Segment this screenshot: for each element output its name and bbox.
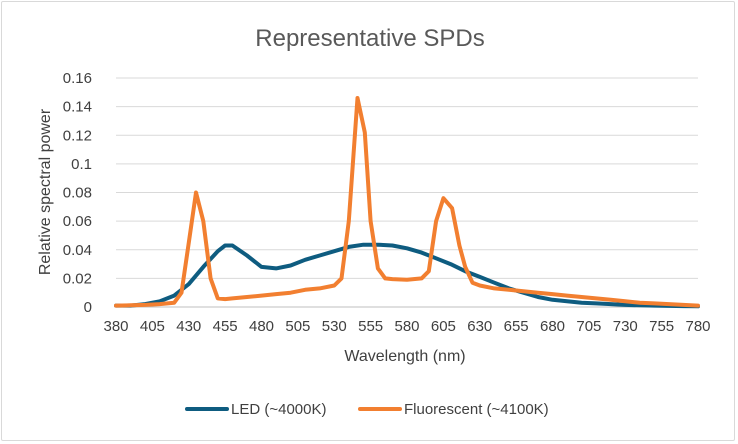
y-tick-label: 0	[84, 299, 92, 316]
x-tick-label: 580	[394, 318, 419, 335]
x-tick-label: 380	[103, 318, 128, 335]
x-tick-label: 630	[467, 318, 492, 335]
x-tick-label: 705	[576, 318, 601, 335]
gridlines	[116, 77, 698, 308]
x-tick-label: 505	[285, 318, 310, 335]
legend: LED (~4000K) Fluorescent (~4100K)	[185, 401, 549, 418]
chart-title: Representative SPDs	[255, 25, 484, 52]
x-tick-label: 655	[504, 318, 529, 335]
x-axis-tick-labels: 380 405 430 455 480 505 530 555 580 605 630 655 680 7…	[103, 318, 710, 335]
x-axis-title: Wavelength (nm)	[344, 348, 465, 365]
y-tick-label: 0.06	[63, 213, 92, 230]
x-tick-label: 480	[249, 318, 274, 335]
y-tick-label: 0.1	[71, 156, 92, 173]
y-tick-label: 0.04	[63, 242, 92, 259]
series-line-led	[114, 242, 700, 309]
x-tick-label: 530	[322, 318, 347, 335]
legend-label-led: LED (~4000K)	[231, 401, 326, 418]
y-tick-label: 0.14	[63, 99, 92, 116]
x-tick-label: 430	[176, 318, 201, 335]
y-tick-label: 0.08	[63, 185, 92, 202]
y-axis-tick-labels: 0 0.02 0.04 0.06 0.08 0.1 0.12 0.14 0.16	[63, 70, 92, 316]
x-tick-label: 730	[613, 318, 638, 335]
legend-label-fluorescent: Fluorescent (~4100K)	[404, 401, 549, 418]
x-tick-label: 605	[431, 318, 456, 335]
x-tick-label: 555	[358, 318, 383, 335]
y-axis-title: Relative spectral power	[37, 108, 54, 275]
y-tick-label: 0.12	[63, 127, 92, 144]
y-tick-label: 0.02	[63, 270, 92, 287]
series-lines	[114, 96, 700, 309]
x-tick-label: 755	[649, 318, 674, 335]
y-tick-label: 0.16	[63, 70, 92, 87]
series-line-fluorescent	[114, 96, 700, 308]
x-tick-label: 780	[685, 318, 710, 335]
x-tick-label: 405	[140, 318, 165, 335]
x-tick-label: 680	[540, 318, 565, 335]
x-tick-label: 455	[213, 318, 238, 335]
